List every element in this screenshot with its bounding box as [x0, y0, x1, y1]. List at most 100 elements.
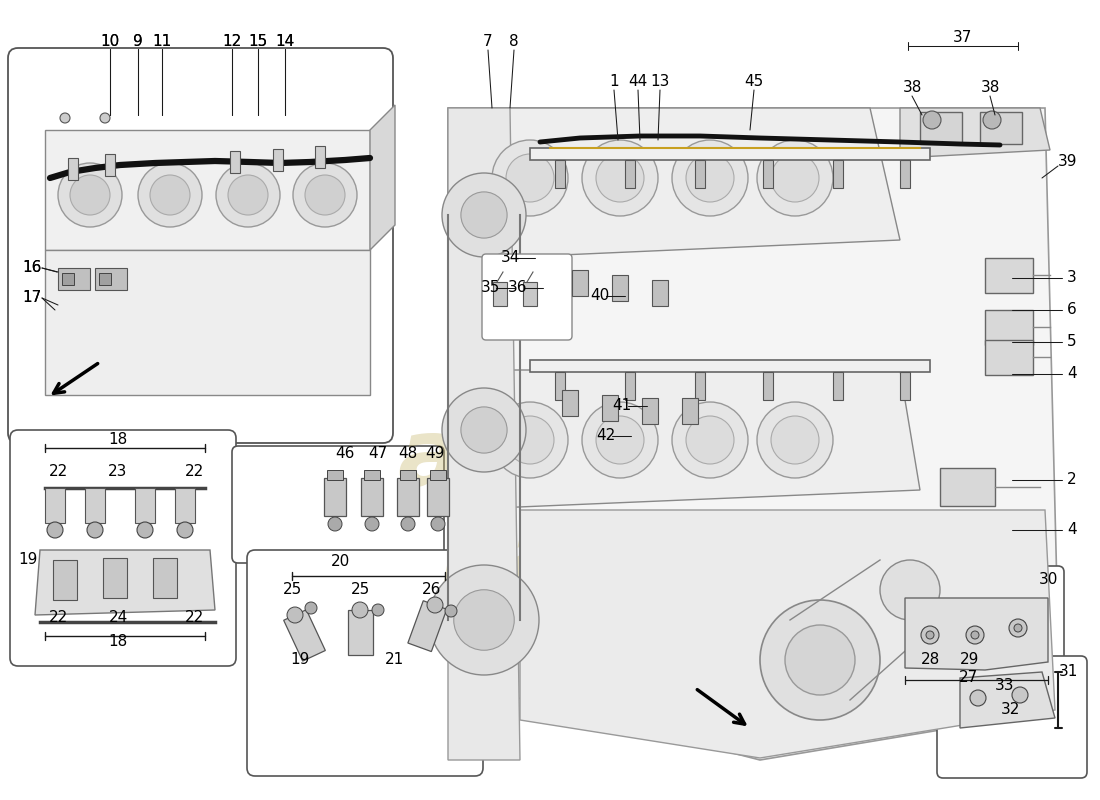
Text: 15: 15 — [249, 34, 267, 50]
Text: autocd
parts: autocd parts — [398, 414, 762, 606]
Polygon shape — [448, 370, 920, 510]
Text: 12: 12 — [222, 34, 242, 50]
Bar — [920, 112, 962, 144]
Polygon shape — [448, 108, 1060, 760]
Polygon shape — [408, 601, 447, 651]
Polygon shape — [520, 510, 1055, 758]
Circle shape — [442, 173, 526, 257]
Text: 26: 26 — [422, 582, 442, 598]
Bar — [556, 372, 565, 400]
Text: 22: 22 — [48, 465, 67, 479]
Bar — [95, 268, 126, 290]
Bar — [58, 268, 90, 290]
Text: 21: 21 — [385, 653, 405, 667]
Bar — [85, 488, 104, 523]
Circle shape — [305, 602, 317, 614]
Circle shape — [582, 402, 658, 478]
Text: 6: 6 — [1067, 302, 1077, 318]
Circle shape — [431, 517, 446, 531]
Circle shape — [352, 602, 368, 618]
Text: 44: 44 — [628, 74, 648, 90]
Text: 10: 10 — [100, 34, 120, 50]
Text: 2: 2 — [1067, 473, 1077, 487]
Circle shape — [923, 111, 940, 129]
FancyBboxPatch shape — [482, 254, 572, 340]
Bar — [984, 340, 1033, 375]
FancyBboxPatch shape — [8, 48, 393, 443]
Bar — [430, 470, 446, 480]
Circle shape — [596, 416, 644, 464]
Polygon shape — [448, 108, 520, 760]
Bar — [763, 372, 773, 400]
FancyBboxPatch shape — [884, 566, 1064, 696]
Polygon shape — [284, 610, 326, 661]
Bar — [493, 282, 507, 306]
Circle shape — [971, 631, 979, 639]
Text: 17: 17 — [22, 290, 42, 306]
Text: 34: 34 — [500, 250, 519, 266]
Bar — [62, 273, 74, 285]
Text: 17: 17 — [22, 290, 42, 306]
Polygon shape — [45, 250, 370, 395]
Bar — [530, 360, 930, 372]
Bar — [652, 280, 668, 306]
Text: 7: 7 — [483, 34, 493, 50]
Text: 14: 14 — [275, 34, 295, 50]
Text: 32: 32 — [1000, 702, 1020, 718]
Text: 37: 37 — [953, 30, 971, 46]
Circle shape — [686, 416, 734, 464]
Bar — [900, 372, 910, 400]
Circle shape — [880, 560, 940, 620]
Bar — [175, 488, 195, 523]
FancyBboxPatch shape — [248, 550, 483, 776]
Text: 16: 16 — [22, 261, 42, 275]
Polygon shape — [900, 108, 1050, 158]
Circle shape — [461, 407, 507, 453]
Bar — [427, 478, 449, 516]
Text: 42: 42 — [596, 429, 616, 443]
Circle shape — [87, 522, 103, 538]
Text: 24: 24 — [109, 610, 128, 626]
Circle shape — [771, 154, 820, 202]
Circle shape — [372, 604, 384, 616]
Circle shape — [926, 631, 934, 639]
Circle shape — [228, 175, 268, 215]
Text: 5: 5 — [1067, 334, 1077, 350]
Text: 30: 30 — [1038, 573, 1058, 587]
Circle shape — [983, 111, 1001, 129]
Bar — [99, 273, 111, 285]
Circle shape — [461, 192, 507, 238]
Circle shape — [58, 163, 122, 227]
Circle shape — [47, 522, 63, 538]
Circle shape — [1012, 687, 1028, 703]
Circle shape — [686, 154, 734, 202]
Circle shape — [771, 416, 820, 464]
Circle shape — [429, 565, 539, 675]
Circle shape — [138, 163, 202, 227]
Circle shape — [506, 154, 554, 202]
Bar — [695, 160, 705, 188]
Circle shape — [1009, 619, 1027, 637]
Circle shape — [305, 175, 345, 215]
Bar — [324, 478, 346, 516]
Text: 25: 25 — [283, 582, 301, 598]
Bar — [900, 160, 910, 188]
Bar — [522, 282, 537, 306]
Bar — [556, 160, 565, 188]
Text: 22: 22 — [48, 610, 67, 626]
Polygon shape — [35, 550, 214, 615]
Bar — [833, 160, 843, 188]
Circle shape — [216, 163, 280, 227]
Circle shape — [402, 517, 415, 531]
Text: 13: 13 — [650, 74, 670, 90]
Circle shape — [757, 402, 833, 478]
Circle shape — [442, 388, 526, 472]
Circle shape — [492, 140, 568, 216]
Circle shape — [1014, 624, 1022, 632]
Text: 11: 11 — [153, 34, 172, 50]
Bar — [682, 398, 698, 424]
Circle shape — [60, 113, 70, 123]
Bar — [135, 488, 155, 523]
Circle shape — [287, 607, 303, 623]
Bar — [230, 151, 240, 173]
